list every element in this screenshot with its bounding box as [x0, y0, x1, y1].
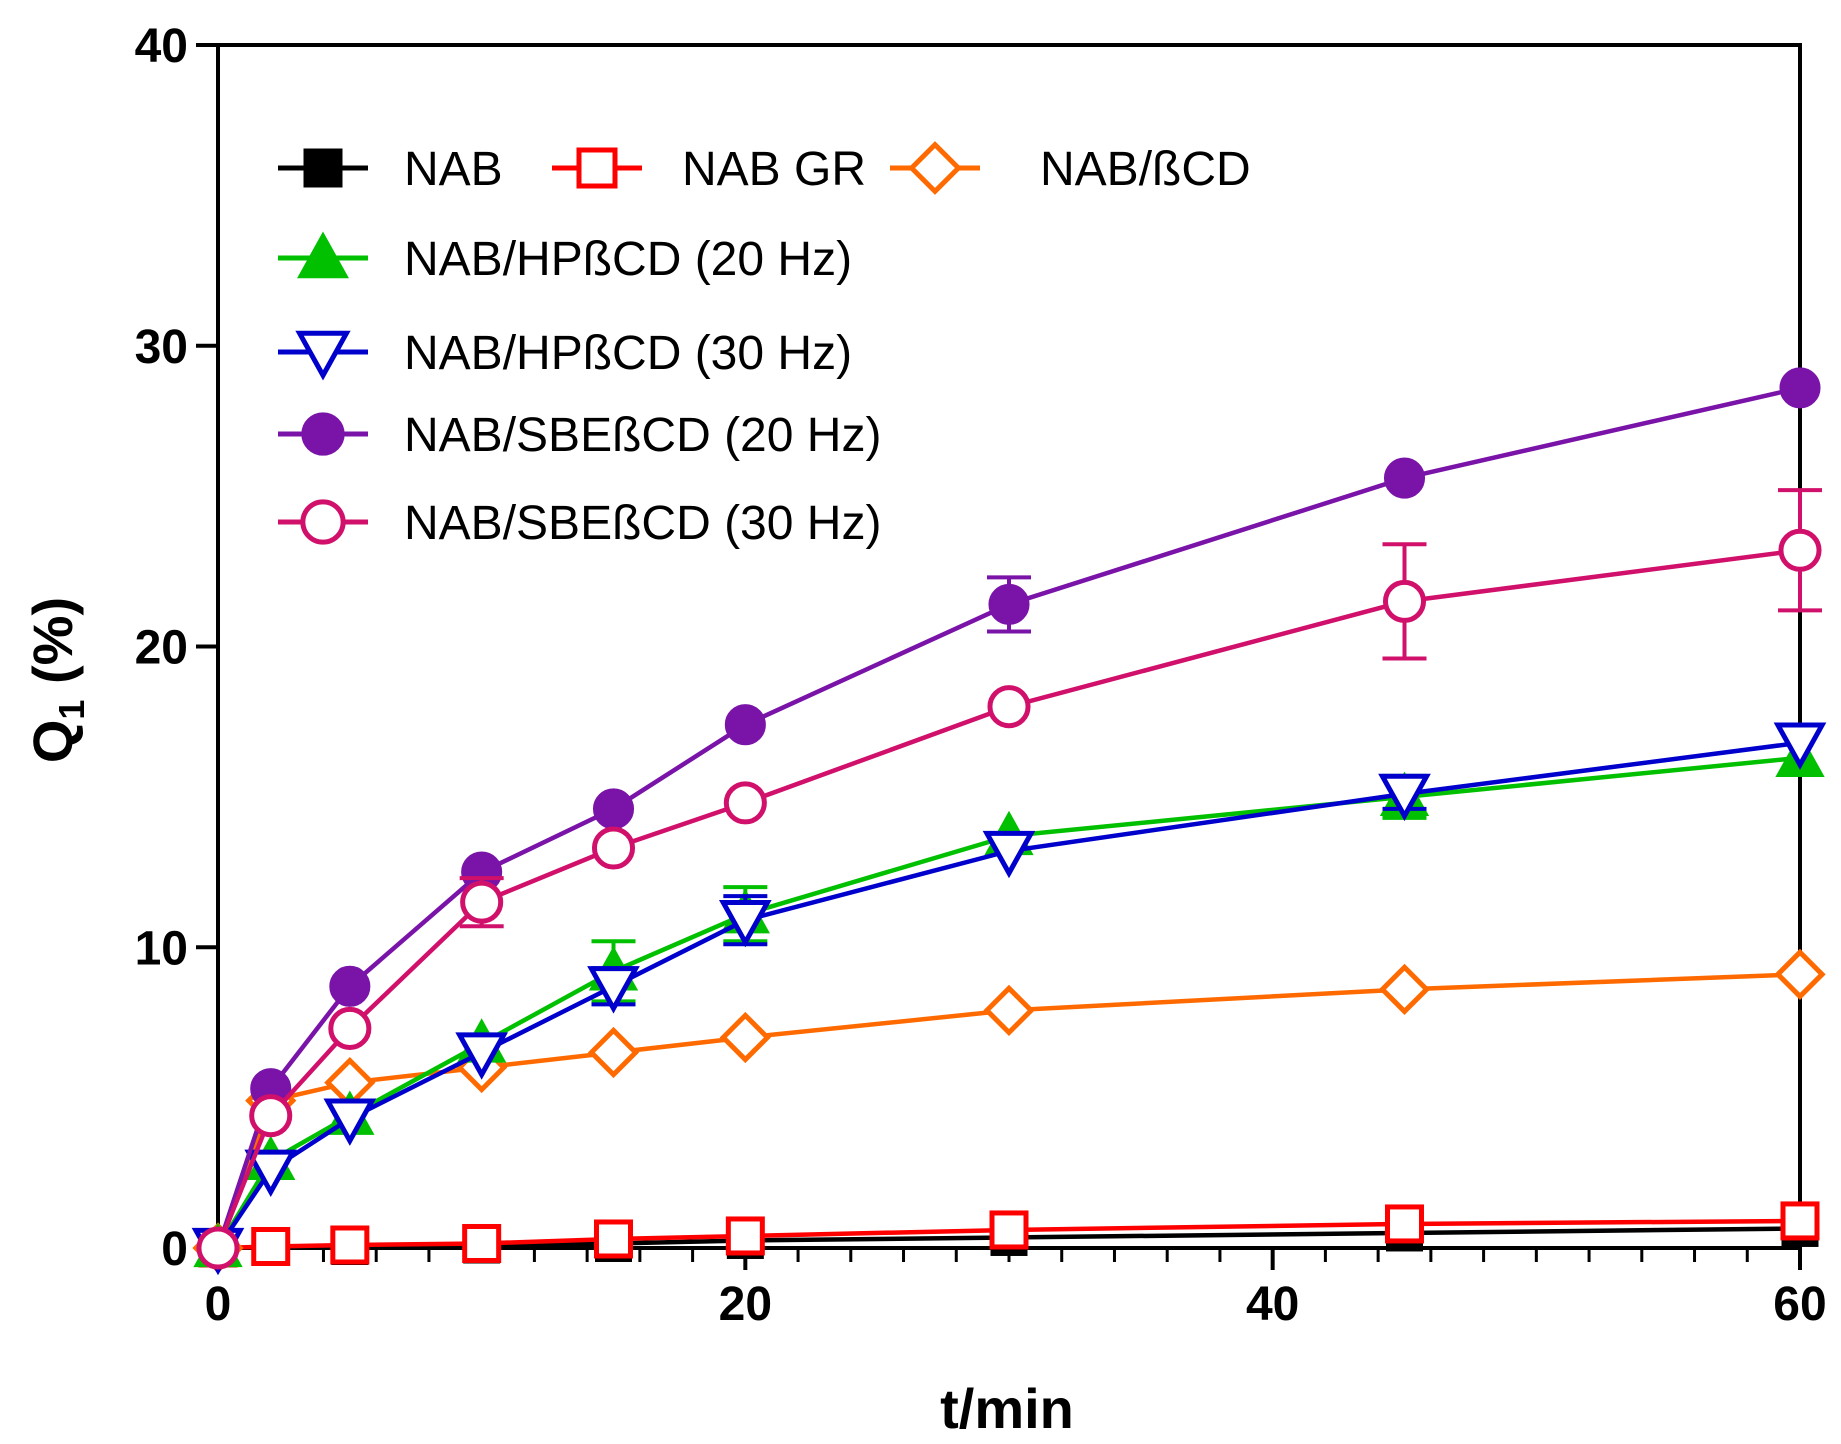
y-tick-label: 30 — [135, 321, 188, 374]
series-6-point — [726, 784, 764, 822]
series-5-point — [331, 967, 369, 1005]
x-tick-label: 40 — [1246, 1278, 1299, 1331]
legend-label: NAB/HPßCD (20 Hz) — [404, 233, 852, 286]
series-6-point — [199, 1229, 237, 1267]
series-2-point — [1382, 967, 1426, 1011]
y-axis-title: Q1 (%) — [21, 597, 92, 763]
legend-item: NAB/ßCD — [890, 143, 1251, 196]
legend-swatch-marker — [912, 145, 959, 192]
series-6-line — [218, 550, 1800, 1248]
legend-item: NAB GR — [552, 143, 866, 196]
y-axis-title-main: Q — [21, 720, 84, 764]
series-5-point — [1385, 459, 1423, 497]
legend-item: NAB/HPßCD (30 Hz) — [278, 327, 852, 380]
legend-swatch-marker — [303, 502, 343, 542]
series-2-point — [723, 1015, 767, 1059]
series-6-point — [1781, 531, 1819, 569]
series-2-point — [1778, 952, 1822, 996]
series-1-point — [1783, 1204, 1817, 1238]
legend-item: NAB/SBEßCD (20 Hz) — [278, 409, 881, 462]
series-6-point — [331, 1009, 369, 1047]
legend-swatch-marker — [305, 150, 341, 186]
series-2-point — [591, 1030, 635, 1074]
y-axis-title-subscript: 1 — [51, 700, 92, 720]
series-5-point — [1781, 369, 1819, 407]
y-tick-label: 0 — [161, 1223, 188, 1276]
series-6-point — [990, 688, 1028, 726]
legend-label: NAB/SBEßCD (20 Hz) — [404, 409, 881, 462]
axes-layer: 0 20 40 60 0 10 20 30 40 — [135, 20, 1827, 1331]
series-5-point — [594, 790, 632, 828]
y-axis-title-suffix: (%) — [21, 597, 84, 700]
series-5-point — [990, 585, 1028, 623]
series-2-point — [987, 988, 1031, 1032]
legend-item: NAB — [278, 143, 503, 196]
series-6-point — [1385, 582, 1423, 620]
y-tick-label: 10 — [135, 922, 188, 975]
series-1-point — [333, 1228, 367, 1262]
y-tick-label: 40 — [135, 20, 188, 73]
x-tick-label: 60 — [1773, 1278, 1826, 1331]
series-1-point — [597, 1222, 631, 1256]
legend-item: NAB/HPßCD (20 Hz) — [278, 233, 852, 286]
x-axis-title: t/min — [940, 1377, 1074, 1440]
series-1-point — [992, 1213, 1026, 1247]
y-tick-label: 20 — [135, 622, 188, 675]
series-6-point — [463, 883, 501, 921]
legend-label: NAB/ßCD — [1040, 143, 1251, 196]
series-5-point — [726, 706, 764, 744]
legend: NAB NAB GR NAB/ßCD NAB/HPßCD (20 Hz) NAB/HPß… — [278, 143, 1251, 550]
legend-label: NAB/SBEßCD (30 Hz) — [404, 497, 881, 550]
dissolution-chart: 0 20 40 60 0 10 20 30 40 NAB NAB GR NAB/ßCD NAB/HPß… — [0, 0, 1841, 1444]
x-tick-label: 0 — [205, 1278, 232, 1331]
series-1-point — [254, 1229, 288, 1263]
series-6-point — [594, 829, 632, 867]
legend-label: NAB/HPßCD (30 Hz) — [404, 327, 852, 380]
series-1-point — [1388, 1207, 1422, 1241]
series-6-point — [252, 1097, 290, 1135]
legend-item: NAB/SBEßCD (30 Hz) — [278, 497, 881, 550]
legend-swatch-marker — [579, 150, 615, 186]
series-1-point — [728, 1219, 762, 1253]
legend-label: NAB — [404, 143, 503, 196]
series-1-point — [465, 1226, 499, 1260]
legend-swatch-marker — [303, 414, 343, 454]
legend-label: NAB GR — [682, 143, 866, 196]
x-tick-label: 20 — [719, 1278, 772, 1331]
